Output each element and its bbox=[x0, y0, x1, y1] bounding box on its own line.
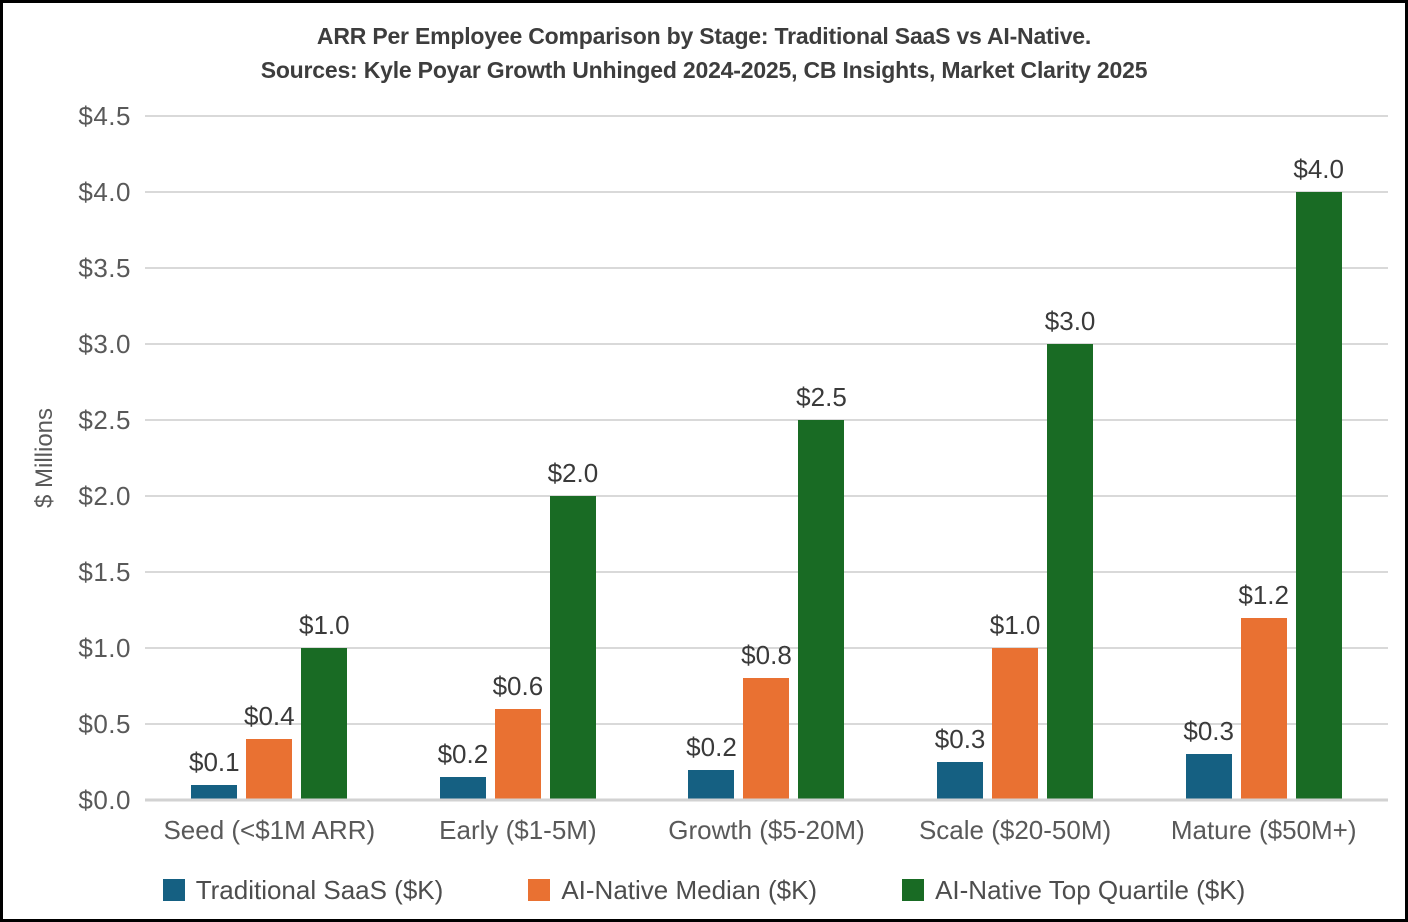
bar-value-label: $1.0 bbox=[989, 610, 1041, 641]
y-tick-label: $4.5 bbox=[78, 101, 131, 131]
y-tick-label: $1.5 bbox=[78, 557, 131, 588]
legend-swatch bbox=[162, 879, 185, 901]
bar-value-label: $0.8 bbox=[741, 640, 792, 671]
bar-value-label: $0.2 bbox=[437, 739, 489, 770]
bar: $0.3 bbox=[935, 724, 985, 800]
gridline bbox=[145, 419, 1388, 421]
x-axis-labels: Seed (<$1M ARR) Early ($1-5M) Growth ($5-2… bbox=[145, 815, 1388, 846]
y-tick-label: $0.0 bbox=[78, 785, 131, 815]
legend-label: AI-Native Top Quartile ($K) bbox=[935, 874, 1246, 905]
gridline bbox=[145, 495, 1388, 498]
x-axis-line bbox=[145, 798, 1388, 802]
y-tick-label: $0.5 bbox=[78, 709, 131, 740]
legend-swatch bbox=[902, 879, 925, 901]
y-axis-ticks: $0.0 $0.5 $1.0 $1.5 $2.0 $2.5 $3.0 $3.5 $4.0 $4.5 bbox=[3, 103, 131, 813]
y-tick-label: $3.5 bbox=[78, 253, 131, 283]
y-tick-label: $3.0 bbox=[78, 329, 131, 360]
bar-fill bbox=[1295, 192, 1342, 800]
bar: $1.0 bbox=[990, 610, 1040, 800]
bar-group: $0.1 $0.4 $1.0 bbox=[145, 116, 394, 800]
bar: $3.0 bbox=[1045, 306, 1095, 800]
bar: $1.0 bbox=[299, 610, 350, 800]
bar-fill bbox=[494, 708, 541, 800]
y-tick-label: $2.5 bbox=[78, 405, 131, 435]
bar-value-label: $0.1 bbox=[188, 746, 240, 777]
legend: Traditional SaaS ($K) AI-Native Median ($… bbox=[3, 873, 1405, 907]
bar-fill bbox=[1185, 754, 1232, 800]
bar: $0.2 bbox=[438, 739, 488, 800]
legend-swatch bbox=[528, 879, 551, 901]
bar-value-label: $2.0 bbox=[547, 458, 599, 489]
chart-subtitle: Sources: Kyle Poyar Growth Unhinged 2024… bbox=[260, 57, 1148, 83]
bar: $4.0 bbox=[1293, 154, 1344, 800]
bar: $2.5 bbox=[796, 382, 847, 800]
legend-item: AI-Native Median ($K) bbox=[528, 875, 817, 906]
y-tick-label: $1.0 bbox=[78, 633, 131, 664]
bar: $0.6 bbox=[493, 671, 543, 800]
bar-fill bbox=[688, 769, 735, 800]
bar-value-label: $1.2 bbox=[1238, 579, 1289, 610]
bar: $0.8 bbox=[741, 640, 792, 800]
bar: $0.2 bbox=[686, 732, 737, 800]
bar-fill bbox=[992, 648, 1039, 800]
bar-fill bbox=[1047, 344, 1094, 800]
bar-value-label: $4.0 bbox=[1293, 154, 1344, 185]
plot-area: $0.1 $0.4 $1.0 $0.2 $0.6 $2.0 $0.2 $0.8 $2.5 $0.3… bbox=[145, 115, 1388, 802]
gridline bbox=[145, 571, 1388, 573]
bar-value-label: $2.5 bbox=[796, 382, 847, 412]
gridline bbox=[145, 115, 1388, 117]
bar-group: $0.2 $0.8 $2.5 bbox=[642, 116, 891, 800]
bar-group: $0.2 $0.6 $2.0 bbox=[394, 116, 643, 800]
bar-fill bbox=[246, 739, 293, 800]
bar-fill bbox=[743, 678, 790, 800]
chart-title: ARR Per Employee Comparison by Stage: Tr… bbox=[316, 23, 1092, 49]
bar-fill bbox=[549, 496, 596, 800]
y-tick-label: $4.0 bbox=[78, 177, 131, 208]
x-category-label: Scale ($20-50M) bbox=[918, 815, 1112, 845]
bar-groups: $0.1 $0.4 $1.0 $0.2 $0.6 $2.0 $0.2 $0.8 $2.5 $0.3… bbox=[145, 116, 1388, 800]
bar: $0.4 bbox=[244, 701, 295, 800]
legend-label: AI-Native Median ($K) bbox=[561, 874, 818, 905]
x-category-label: Mature ($50M+) bbox=[1170, 815, 1357, 845]
bar-group: $0.3 $1.2 $4.0 bbox=[1139, 116, 1388, 800]
x-category-label: Seed (<$1M ARR) bbox=[163, 815, 376, 845]
bar-value-label: $0.6 bbox=[492, 670, 544, 701]
y-tick-label: $2.0 bbox=[78, 481, 131, 512]
bar-value-label: $1.0 bbox=[298, 610, 350, 641]
bar: $1.2 bbox=[1238, 580, 1289, 800]
legend-item: Traditional SaaS ($K) bbox=[162, 874, 444, 906]
bar-value-label: $0.3 bbox=[1183, 716, 1234, 747]
bar: $0.1 bbox=[189, 747, 240, 800]
bar-fill bbox=[191, 784, 238, 800]
gridline bbox=[145, 267, 1388, 269]
bar-fill bbox=[301, 648, 348, 800]
bar: $0.3 bbox=[1183, 716, 1234, 800]
x-category-label: Early ($1-5M) bbox=[439, 815, 597, 845]
bar-value-label: $0.4 bbox=[243, 701, 295, 732]
bar-fill bbox=[937, 762, 984, 800]
legend-label: Traditional SaaS ($K) bbox=[195, 874, 444, 905]
bar: $2.0 bbox=[548, 458, 598, 800]
bar-group: $0.3 $1.0 $3.0 bbox=[891, 116, 1140, 800]
bar-fill bbox=[439, 777, 486, 800]
bar-value-label: $0.2 bbox=[686, 731, 737, 762]
bar-fill bbox=[798, 420, 845, 800]
bar-fill bbox=[1240, 617, 1287, 800]
legend-item: AI-Native Top Quartile ($K) bbox=[902, 875, 1245, 906]
chart-title-block: ARR Per Employee Comparison by Stage: Tr… bbox=[3, 19, 1405, 87]
bar-value-label: $0.3 bbox=[934, 724, 986, 755]
gridline bbox=[145, 343, 1388, 345]
bar-value-label: $3.0 bbox=[1044, 306, 1096, 336]
gridline bbox=[145, 191, 1388, 194]
gridline bbox=[145, 647, 1388, 650]
x-category-label: Growth ($5-20M) bbox=[668, 815, 865, 845]
